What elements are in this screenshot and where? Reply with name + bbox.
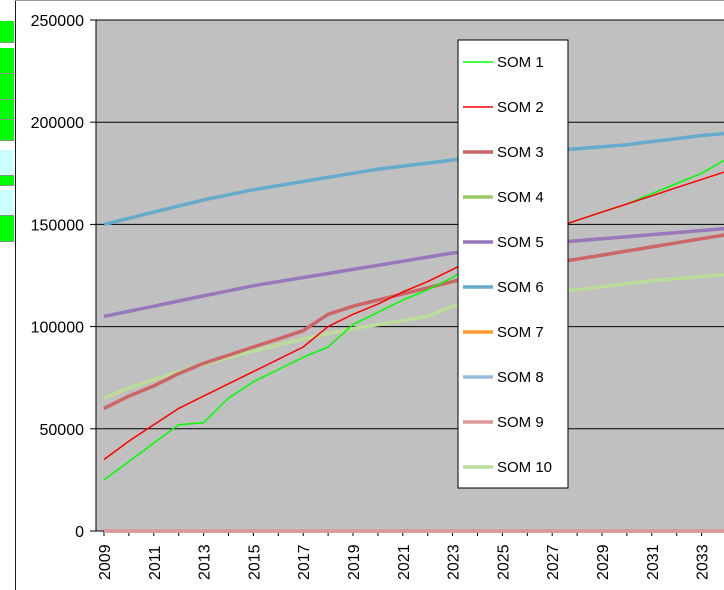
sheet-cell (0, 74, 14, 100)
y-tick-label: 250000 (31, 13, 84, 30)
x-tick-label: 2009 (97, 544, 114, 580)
x-tick-label: 2027 (545, 544, 562, 580)
x-tick-label: 2033 (695, 544, 712, 580)
left-sheet-column (0, 0, 16, 590)
x-tick-label: 2011 (147, 545, 164, 580)
x-tick-label: 2013 (197, 544, 214, 580)
legend-label: SOM 10 (497, 459, 552, 476)
sheet-cell (0, 216, 14, 242)
legend-items: SOM 1 SOM 2 SOM 3 SOM 4 SOM 5 SOM 6 SOM 7 SOM 8… (463, 54, 552, 476)
sheet-cell (0, 21, 14, 43)
legend: SOM 1 SOM 2 SOM 3 SOM 4 SOM 5 SOM 6 SOM 7 SOM 8… (457, 39, 569, 489)
y-tick-label: 100000 (31, 320, 84, 337)
x-tick-labels: 2009 2011 2013 2015 2017 2019 2021 2023 2025 2027… (97, 531, 712, 580)
y-tick-label: 50000 (40, 422, 85, 439)
legend-label: SOM 6 (497, 279, 544, 296)
sheet-cell (0, 190, 14, 216)
x-tick-label: 2023 (446, 544, 463, 580)
gridlines (96, 19, 724, 430)
legend-label: SOM 4 (497, 189, 544, 206)
plot-area (96, 20, 724, 531)
x-tick-label: 2017 (296, 544, 313, 580)
sheet-cell (0, 100, 14, 120)
series-lines (103, 131, 724, 533)
y-tick-label: 0 (75, 524, 84, 541)
x-tick-label: 2015 (246, 544, 263, 580)
legend-box (457, 39, 569, 489)
x-tick-label: 2019 (346, 544, 363, 580)
sheet-cell (0, 176, 14, 186)
sheet-cell (0, 48, 14, 74)
y-tick-label: 150000 (31, 217, 84, 234)
x-tick-label: 2029 (595, 544, 612, 580)
legend-label: SOM 9 (497, 414, 544, 431)
top-border (15, 0, 724, 1)
legend-label: SOM 2 (497, 99, 544, 116)
x-tick-label: 2031 (645, 544, 662, 580)
y-tick-labels: 0 50000 100000 150000 200000 250000 (31, 13, 96, 541)
x-tick-label: 2021 (396, 544, 413, 580)
legend-label: SOM 1 (497, 54, 544, 71)
legend-label: SOM 7 (497, 324, 544, 341)
legend-label: SOM 3 (497, 144, 544, 161)
sheet-cell (0, 150, 14, 176)
sheet-cell (0, 120, 14, 141)
legend-label: SOM 5 (497, 234, 544, 251)
y-tick-label: 200000 (31, 115, 84, 132)
legend-label: SOM 8 (497, 369, 544, 386)
x-tick-label: 2025 (495, 544, 512, 580)
